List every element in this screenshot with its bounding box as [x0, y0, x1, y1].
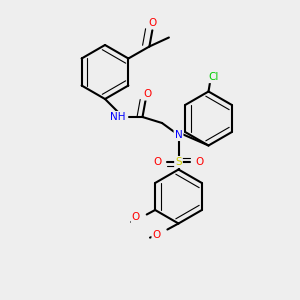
Text: Cl: Cl — [209, 72, 219, 82]
Text: N: N — [175, 130, 182, 140]
Text: S: S — [175, 157, 182, 167]
Text: O: O — [195, 157, 204, 167]
Text: O: O — [143, 89, 152, 100]
Text: NH: NH — [110, 112, 125, 122]
Text: O: O — [132, 212, 140, 223]
Text: O: O — [148, 18, 157, 28]
Text: O: O — [152, 230, 161, 240]
Text: O: O — [153, 157, 162, 167]
